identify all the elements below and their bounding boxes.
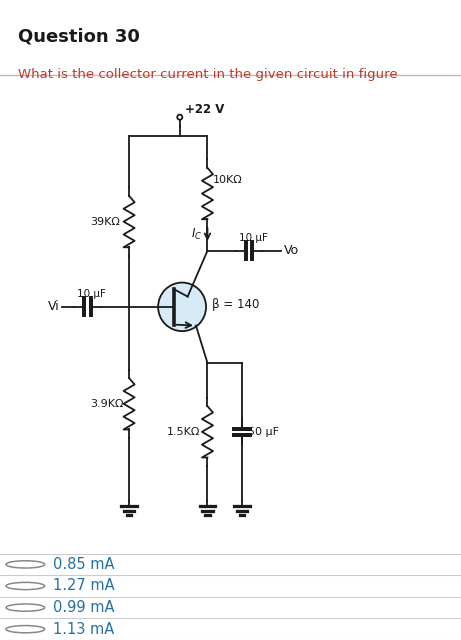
Text: 1.27 mA: 1.27 mA [53, 579, 115, 593]
Text: Vo: Vo [284, 244, 299, 257]
Text: $\it{I_C}$: $\it{I_C}$ [191, 227, 202, 242]
Text: 10 μF: 10 μF [239, 234, 268, 243]
Text: What is the collector current in the given circuit in figure: What is the collector current in the giv… [18, 68, 398, 81]
Text: 3.9KΩ: 3.9KΩ [90, 399, 124, 409]
Text: 1.5KΩ: 1.5KΩ [167, 427, 200, 437]
Text: Question 30: Question 30 [18, 28, 140, 46]
Text: 0.85 mA: 0.85 mA [53, 557, 114, 572]
Text: +22 V: +22 V [185, 103, 225, 116]
Text: 1.13 mA: 1.13 mA [53, 621, 114, 637]
Text: 50 μF: 50 μF [248, 427, 278, 437]
Text: 39KΩ: 39KΩ [90, 216, 120, 227]
Text: β = 140: β = 140 [212, 298, 260, 311]
Text: 0.99 mA: 0.99 mA [53, 600, 114, 615]
Circle shape [158, 282, 206, 331]
Text: 10 μF: 10 μF [77, 289, 106, 300]
Text: Vi: Vi [48, 300, 60, 314]
Text: 10KΩ: 10KΩ [213, 175, 243, 184]
